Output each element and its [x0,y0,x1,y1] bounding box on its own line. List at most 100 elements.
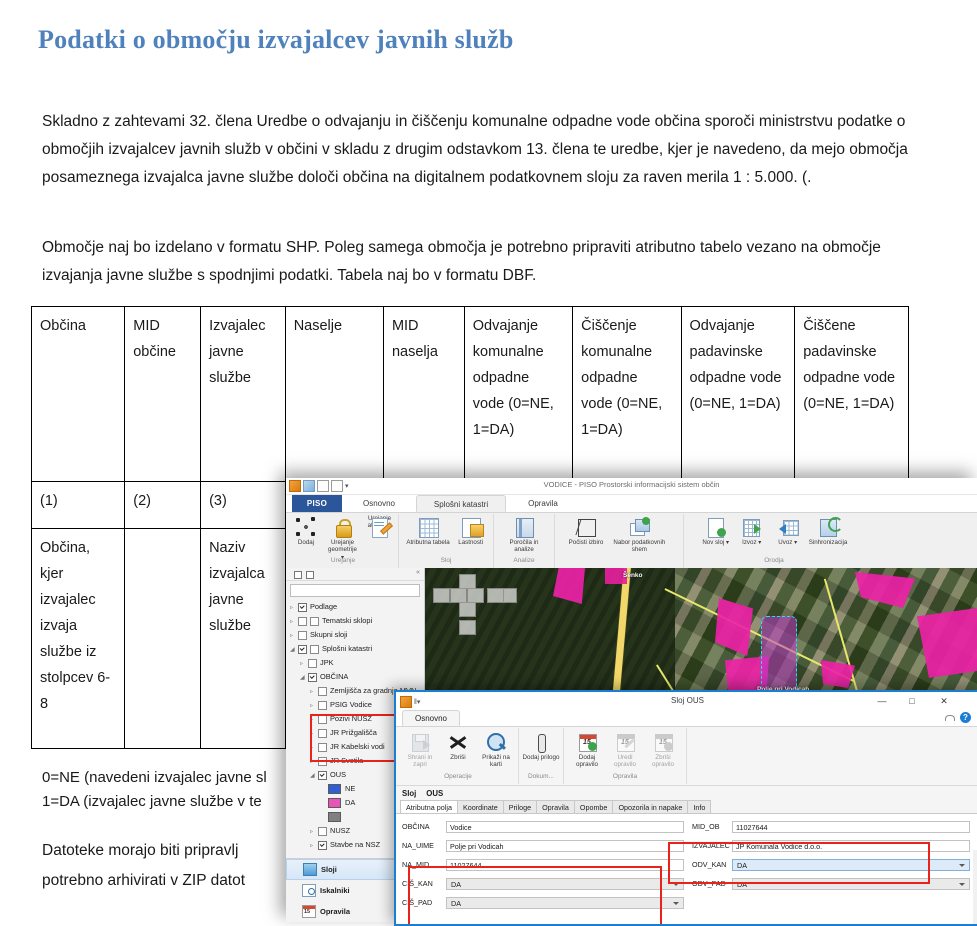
sloj-ous-dialog[interactable]: ‖▾ Sloj OUS — □ ✕ Osnovno ? Shrani in za… [394,690,977,926]
chevron-down-icon[interactable] [673,901,679,905]
field-cis-pad[interactable]: CIŠ_PAD DA [402,896,684,909]
dialog-tab-bar[interactable]: Osnovno ? [396,710,977,727]
field-tab-atributna-polja[interactable]: Atributna polja [400,800,458,813]
chevron-down-icon[interactable] [673,882,679,886]
chevron-right-icon[interactable]: ▹ [310,702,314,709]
dialog-tab-osnovno[interactable]: Osnovno [402,710,460,726]
gis-title-bar[interactable]: ▾ VODICE - PISO Prostorski informacijski… [286,478,977,495]
odv-pad-select[interactable]: DA [732,877,970,890]
dock-item-iskalniki[interactable]: Iskalniki [286,880,424,901]
chevron-down-icon[interactable] [959,882,965,886]
map-polygon[interactable] [917,608,977,678]
chevron-right-icon[interactable]: ▹ [300,660,304,667]
checkbox[interactable] [298,630,307,640]
dialog-ribbon[interactable]: Shrani in zapri Zbriši Prikaži na karti … [396,727,977,786]
pan-center-button[interactable] [450,588,467,603]
checkbox[interactable] [318,756,327,766]
dialog-title-bar[interactable]: ‖▾ Sloj OUS — □ ✕ [396,692,977,710]
tree-item-psig-vodice[interactable]: ▹ PSIG Vodice [286,698,424,712]
maximize-button[interactable]: □ [909,696,915,706]
checkbox[interactable] [298,616,307,626]
tree-item-tematski-sklopi[interactable]: ▹ Tematski sklopi [286,614,424,628]
field-cis-kan[interactable]: CIŠ_KAN DA [402,877,684,890]
pan-left-button[interactable] [433,588,450,603]
tree-item-jpk[interactable]: ▹ JPK [286,656,424,670]
map-polygon[interactable] [821,660,855,688]
checkbox[interactable] [318,700,327,710]
chevron-right-icon[interactable]: ▹ [290,618,294,625]
checkbox[interactable] [318,770,327,780]
checkbox-secondary[interactable] [310,644,319,654]
field-tab-priloge[interactable]: Priloge [502,800,538,813]
checkbox[interactable] [318,728,327,738]
attribute-form[interactable]: OBČINA Vodice NA_UIME Polje pri Vodicah … [396,813,977,924]
pan-up-button[interactable] [459,574,476,589]
chevron-right-icon[interactable]: ▹ [310,688,314,695]
field-tab-koordinate[interactable]: Koordinate [456,800,504,813]
dialog-quick-access-toolbar[interactable]: ‖▾ [400,696,420,708]
quick-access-toolbar[interactable]: ▾ [289,480,349,492]
cis-pad-select[interactable]: DA [446,896,684,909]
chevron-down-icon[interactable]: ◢ [310,772,315,779]
tree-item-nusz[interactable]: ▹ NUSZ [286,824,424,838]
ribbon-button-dodaj[interactable]: Dodaj [288,514,324,546]
field-odv-kan[interactable]: ODV_KAN DA [692,858,970,871]
checkbox[interactable] [318,826,327,836]
chevron-right-icon[interactable]: ▹ [310,744,314,751]
collapse-panel-icon[interactable]: « [416,569,420,576]
tree-item-stavbe-na-nsz[interactable]: ▹ Stavbe na NSZ [286,838,424,852]
zoom-out-button[interactable] [503,588,517,603]
checkbox[interactable] [298,644,307,654]
checkbox[interactable] [318,686,327,696]
checkbox[interactable] [318,714,327,724]
field-tab-info[interactable]: Info [687,800,712,813]
chevron-right-icon[interactable]: ▹ [310,828,314,835]
ribbon-button-porocila[interactable]: Poročila in analize [498,514,550,554]
tree-item-podlage[interactable]: ▹ Podlage [286,600,424,614]
odv-kan-select[interactable]: DA [732,858,970,871]
ribbon-button-nov-sloj[interactable]: Nov sloj ▾ [698,514,734,546]
na-uime-input[interactable]: Polje pri Vodicah [446,839,684,852]
close-button[interactable]: ✕ [940,696,948,706]
chevron-right-icon[interactable]: ▹ [310,758,314,765]
collapse-all-icon[interactable] [306,571,314,579]
ribbon-button-nabor-shem[interactable]: Nabor podatkovnih shem [606,514,672,554]
field-mid-ob[interactable]: MID_OB 11027644 [692,820,970,833]
tree-item-zemljisca[interactable]: ▹ Zemljišča za gradnjo MVN [286,684,424,698]
window-maximize-icon[interactable] [331,480,343,492]
dialog-button-zbrisi[interactable]: Zbriši [439,728,477,773]
tree-item-splosni-katastri[interactable]: ◢ Splošni katastri [286,642,424,656]
checkbox[interactable] [318,840,327,850]
map-polygon[interactable] [605,568,627,584]
ribbon[interactable]: Dodaj Urejanje geometrije ▾ Urejanje atr… [286,513,977,570]
dialog-button-zbrisi-opravilo[interactable]: 15 Zbriši opravilo [644,728,682,773]
cis-kan-select[interactable]: DA [446,877,684,890]
chevron-right-icon[interactable]: ▹ [310,716,314,723]
collapse-ribbon-icon[interactable] [945,715,955,721]
tree-search-input[interactable] [290,584,420,597]
minimize-button[interactable]: — [877,696,887,706]
field-na-mid[interactable]: NA_MID 11027644 [402,858,684,871]
form-scrollbar[interactable] [973,850,977,924]
chevron-right-icon[interactable]: ▹ [310,730,314,737]
tab-osnovno[interactable]: Osnovno [362,499,396,508]
chevron-right-icon[interactable]: ▹ [310,842,314,849]
na-mid-input[interactable]: 11027644 [446,858,684,871]
checkbox-secondary[interactable] [310,616,319,626]
checkbox[interactable] [308,672,317,682]
tree-item-obcina[interactable]: ◢ OBČINA [286,670,424,684]
chevron-down-icon[interactable] [959,863,965,867]
map-navigation-controls[interactable] [433,574,517,635]
checkbox[interactable] [308,658,317,668]
field-tab-opombe[interactable]: Opombe [573,800,614,813]
field-odv-pad[interactable]: ODV_PAD DA [692,877,970,890]
ribbon-button-uvoz[interactable]: Uvoz ▾ [770,514,806,546]
ribbon-tab-bar[interactable]: PISO Osnovno Splošni katastri Opravila [286,495,977,513]
chevron-down-icon[interactable]: ◢ [290,646,295,653]
chevron-right-icon[interactable]: ▹ [290,632,294,639]
ribbon-button-urejanje-atributov[interactable]: Urejanje atributov [361,514,398,538]
ribbon-button-atributna-tabela[interactable]: Atributna tabela [403,514,452,546]
field-obcina[interactable]: OBČINA Vodice [402,820,684,833]
pan-down-button[interactable] [459,602,476,617]
tree-toolbar[interactable]: « [286,568,424,581]
